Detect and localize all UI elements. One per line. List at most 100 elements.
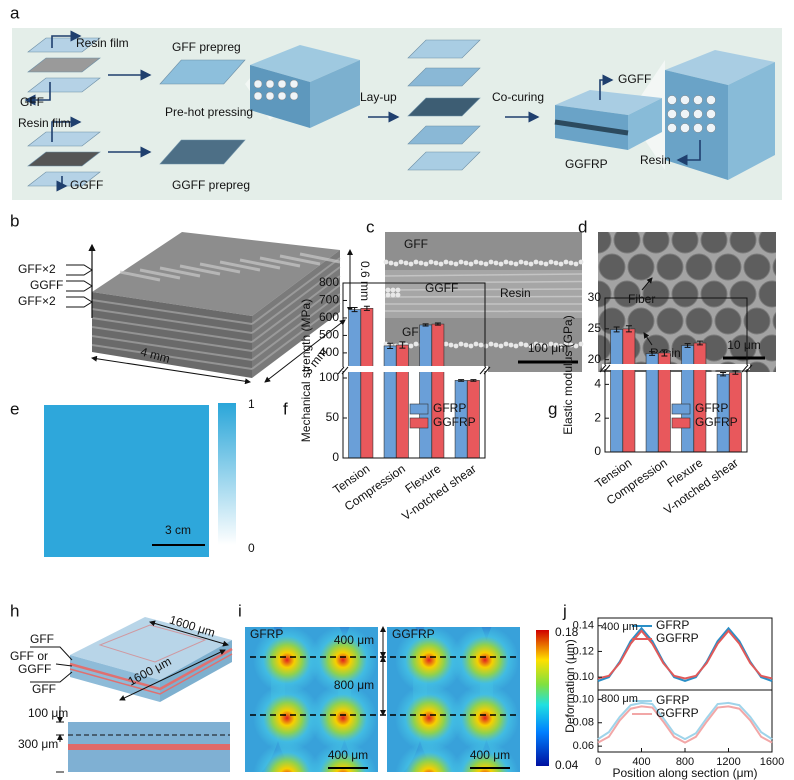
error-bar: [649, 351, 656, 356]
legend-swatch: [409, 403, 429, 415]
fiber: [533, 259, 539, 265]
fiber: [772, 257, 776, 277]
break-mark: [741, 364, 753, 373]
fiber: [700, 232, 728, 254]
fiber: [289, 79, 299, 89]
block: [628, 98, 662, 150]
y-tick-label: 0.12: [573, 645, 594, 657]
fiber: [518, 259, 524, 265]
arrow: [56, 176, 68, 192]
sheet: [159, 139, 246, 165]
fiber: [758, 334, 776, 362]
x-axis-label: Position along section (μm): [613, 766, 758, 780]
break-mark: [479, 366, 491, 375]
fiber: [443, 341, 449, 347]
label: Lay-up: [360, 90, 397, 104]
label: Co-curing: [492, 90, 544, 104]
y-tick-label: 4: [594, 377, 601, 391]
hot-spot: [451, 627, 519, 694]
fiber: [403, 260, 409, 266]
line: [91, 299, 253, 325]
sheet: [407, 125, 481, 145]
line: [299, 252, 341, 264]
bar: [360, 308, 374, 459]
fiber: [729, 280, 757, 308]
fiber: [671, 280, 699, 308]
label: 400 μm: [328, 748, 368, 762]
hot-spot: [309, 742, 377, 772]
error-bar: [387, 342, 394, 350]
label: GFF×2: [18, 262, 56, 276]
fiber: [493, 260, 499, 266]
label: h: [10, 601, 19, 620]
fiber: [443, 259, 449, 265]
line: [597, 629, 773, 680]
heatmap-spots: [245, 627, 378, 772]
leader: [30, 646, 73, 661]
label: GGFRP: [392, 627, 435, 641]
fiber: [453, 261, 459, 267]
error-bar: [363, 305, 370, 311]
label: GFF×2: [18, 294, 56, 308]
fiber: [488, 259, 494, 265]
arrow: [24, 82, 51, 106]
label: g: [548, 399, 557, 418]
sheet: [27, 57, 101, 73]
fiber: [538, 260, 544, 266]
line: [384, 295, 583, 298]
label: Fiber: [628, 292, 655, 306]
y-tick-label: 400: [319, 345, 339, 359]
line: [239, 258, 281, 270]
label: GGFF: [70, 178, 103, 192]
y-tick-label: 0.08: [573, 717, 594, 729]
fiber: [413, 341, 419, 347]
fiber: [398, 259, 404, 265]
fiber: [558, 261, 564, 267]
label: Resin: [640, 153, 671, 167]
fiber: [468, 343, 474, 349]
label: GGFF prepreg: [172, 178, 250, 192]
line: [554, 119, 629, 136]
fiber: [458, 341, 464, 347]
fiber: [433, 260, 439, 266]
fiber: [656, 307, 684, 335]
sheet: [407, 39, 481, 59]
y-tick-label: 30: [588, 290, 602, 304]
line: [91, 326, 253, 352]
bar: [396, 344, 409, 459]
fiber: [743, 361, 771, 372]
y-tick-label: 2: [594, 410, 601, 424]
fiber: [418, 260, 424, 266]
fiber: [568, 342, 574, 348]
fiber: [428, 259, 434, 265]
fiber: [508, 260, 514, 266]
annotation: 800 μm: [601, 693, 638, 705]
fiber: [488, 341, 494, 347]
legend-label: GGFRP: [656, 706, 699, 720]
fiber: [667, 123, 677, 133]
x-tick-label: 800: [676, 756, 694, 768]
error-bar: [684, 343, 691, 348]
line: [384, 273, 583, 277]
sheet: [27, 77, 101, 93]
fiber: [553, 342, 559, 348]
fiber: [508, 342, 514, 348]
label: j: [562, 601, 567, 620]
fiber: [685, 253, 713, 281]
fiber: [693, 109, 703, 119]
error-bar: [422, 323, 429, 327]
pointer: [641, 277, 653, 291]
fiber: [498, 343, 504, 349]
legend-label: GGFRP: [433, 415, 476, 429]
fiber: [483, 343, 489, 349]
fiber: [680, 109, 690, 119]
fiber: [473, 341, 479, 347]
label: 400 μm: [470, 748, 510, 762]
fiber: [693, 123, 703, 133]
leader: [30, 671, 73, 683]
fiber: [463, 260, 469, 266]
y-tick-label: 0.06: [573, 740, 594, 752]
hot-spot: [253, 742, 321, 772]
bar: [610, 329, 623, 453]
fiber: [383, 259, 389, 265]
